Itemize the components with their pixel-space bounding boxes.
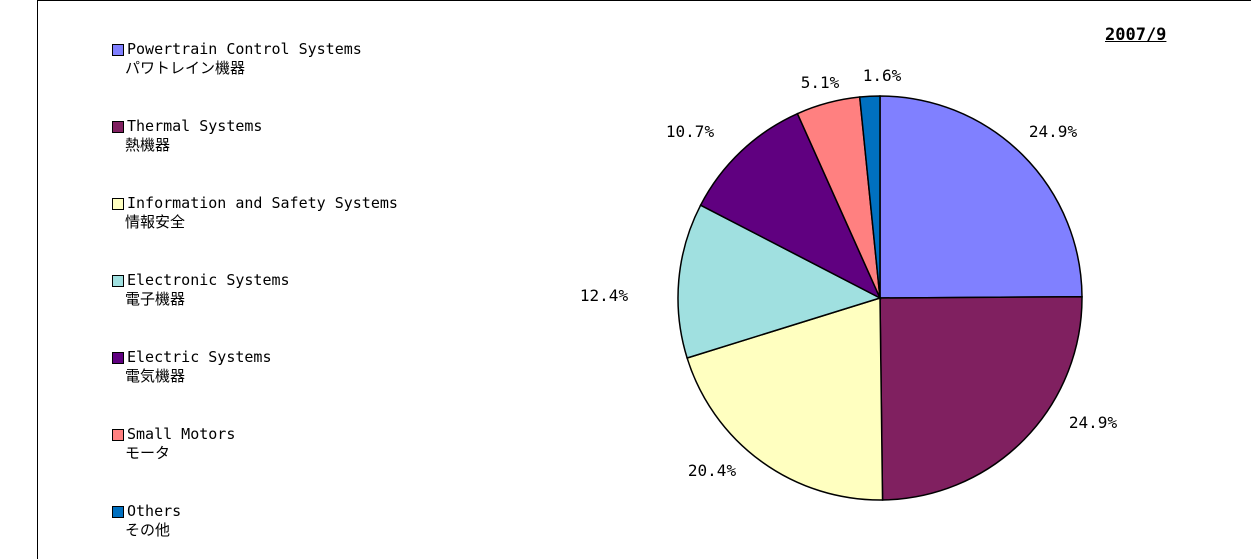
slice-percent-label: 1.6% — [863, 66, 902, 85]
slice-percent-label: 10.7% — [666, 122, 715, 141]
legend-label: Electronic Systems — [127, 271, 290, 289]
legend-label-ja: パワトレイン機器 — [125, 59, 246, 77]
legend-label-ja: 熱機器 — [125, 136, 171, 154]
legend-entry-line: Electronic Systems — [112, 271, 532, 290]
pie-slice — [686, 296, 884, 501]
legend-entry-line: Powertrain Control Systems — [112, 40, 532, 59]
legend-swatch — [112, 274, 124, 287]
date-label: 2007/9 — [1105, 25, 1167, 45]
legend-label: Small Motors — [127, 425, 236, 443]
legend-item: Others その他 — [112, 502, 532, 540]
legend-swatch — [112, 505, 124, 518]
slice-percent-label: 24.9% — [1029, 122, 1078, 141]
legend-swatch — [112, 197, 124, 210]
legend-item: Electric Systems 電気機器 — [112, 348, 532, 386]
legend-label: Powertrain Control Systems — [127, 40, 362, 58]
legend-label-ja: その他 — [125, 521, 171, 539]
legend-entry-line: Others — [112, 502, 532, 521]
legend-item: Small Motors モータ — [112, 425, 532, 463]
chart-frame — [37, 0, 1251, 559]
pie-slice — [677, 204, 882, 359]
legend-item: Electronic Systems 電子機器 — [112, 271, 532, 309]
legend-swatch — [112, 120, 124, 133]
legend-label: Thermal Systems — [127, 117, 263, 135]
legend-label: Electric Systems — [127, 348, 272, 366]
legend-label: Information and Safety Systems — [127, 194, 398, 212]
legend-swatch — [112, 351, 124, 364]
legend-label-ja: 情報安全 — [125, 213, 186, 231]
legend-entry-line: Electric Systems — [112, 348, 532, 367]
legend-label-ja: モータ — [125, 444, 171, 462]
legend-item: Powertrain Control Systems パワトレイン機器 — [112, 40, 532, 78]
slice-percent-label: 20.4% — [688, 461, 737, 480]
legend-label-ja: 電気機器 — [125, 367, 186, 385]
legend-item: Thermal Systems 熱機器 — [112, 117, 532, 155]
pie-slice — [858, 95, 881, 299]
legend-swatch — [112, 428, 124, 441]
pie-slice — [879, 295, 1083, 501]
slice-percent-label: 12.4% — [580, 286, 629, 305]
pie-slice — [879, 95, 1083, 299]
legend-swatch — [112, 43, 124, 56]
legend-label-ja: 電子機器 — [125, 290, 186, 308]
pie-slice — [699, 112, 882, 300]
legend-item: Information and Safety Systems 情報安全 — [112, 194, 532, 232]
legend-entry-line: Information and Safety Systems — [112, 194, 532, 213]
slice-percent-label: 5.1% — [801, 73, 840, 92]
legend-label: Others — [127, 502, 182, 520]
slice-percent-label: 24.9% — [1069, 413, 1118, 432]
legend-entry-line: Small Motors — [112, 425, 532, 444]
legend-entry-line: Thermal Systems — [112, 117, 532, 136]
